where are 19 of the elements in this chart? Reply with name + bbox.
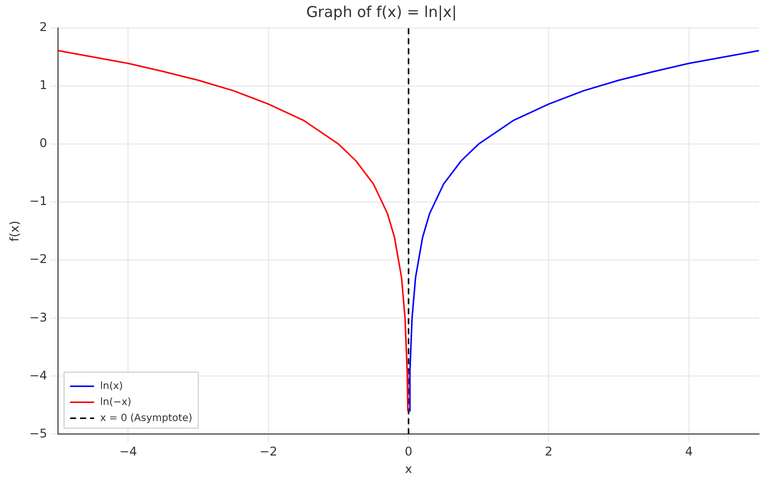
y-tick-label: −2 [29,252,48,266]
x-tick-label: 4 [685,444,693,459]
chart-title: Graph of f(x) = ln|x| [306,2,457,21]
x-tick-label: −4 [119,444,138,459]
y-tick-label: 0 [39,136,48,150]
x-tick-label: −2 [260,444,278,459]
y-axis-title: f(x) [7,220,22,242]
x-tick-label: 0 [404,444,412,459]
y-tick-label: −5 [29,426,48,440]
y-tick-label: −3 [29,310,48,324]
legend-label: ln(x) [100,380,124,392]
x-tick-label: 2 [544,444,553,459]
y-tick-label: 2 [39,20,48,34]
y-tick-label: −1 [29,194,48,208]
legend-label: ln(−x) [100,396,132,408]
y-tick-label: −4 [29,368,48,382]
y-tick-label: 1 [39,78,48,92]
legend-label: x = 0 (Asymptote) [100,412,192,424]
x-axis-title: x [404,462,412,476]
